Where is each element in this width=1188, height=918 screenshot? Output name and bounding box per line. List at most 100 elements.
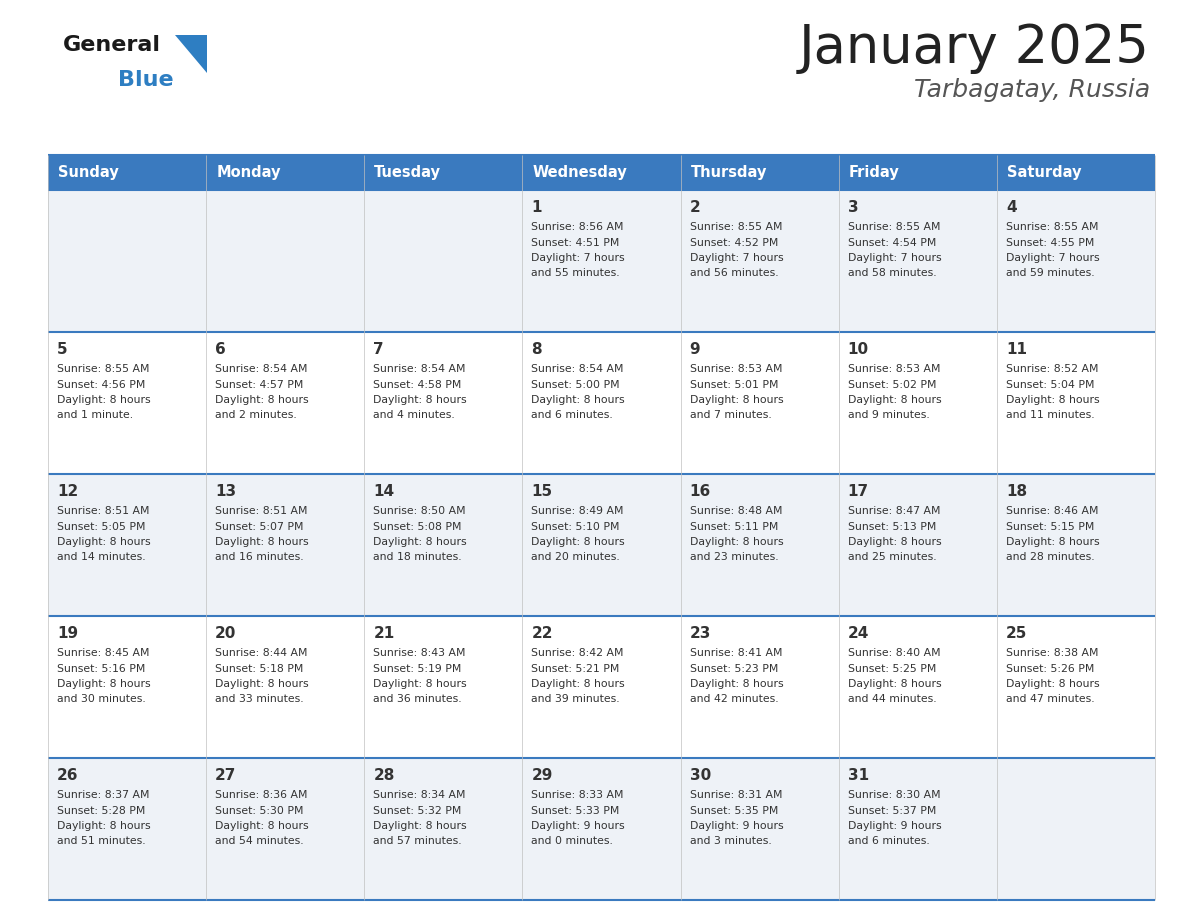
Text: Daylight: 8 hours: Daylight: 8 hours <box>689 537 783 547</box>
Bar <box>523 616 681 758</box>
Bar <box>839 474 997 616</box>
Text: Daylight: 9 hours: Daylight: 9 hours <box>848 821 941 831</box>
Bar <box>207 758 365 900</box>
Text: Daylight: 8 hours: Daylight: 8 hours <box>531 395 625 405</box>
Bar <box>207 474 365 616</box>
Text: Tarbagatay, Russia: Tarbagatay, Russia <box>914 78 1150 102</box>
Text: Sunset: 4:58 PM: Sunset: 4:58 PM <box>373 379 462 389</box>
Text: Sunrise: 8:54 AM: Sunrise: 8:54 AM <box>215 364 308 374</box>
Text: Sunset: 5:11 PM: Sunset: 5:11 PM <box>689 521 778 532</box>
Bar <box>207 332 365 474</box>
Bar <box>839 332 997 474</box>
Text: Daylight: 8 hours: Daylight: 8 hours <box>848 395 941 405</box>
Text: and 30 minutes.: and 30 minutes. <box>57 695 146 704</box>
Text: and 2 minutes.: and 2 minutes. <box>215 410 297 420</box>
Text: Sunrise: 8:43 AM: Sunrise: 8:43 AM <box>373 648 466 658</box>
Bar <box>681 758 839 900</box>
Text: Daylight: 8 hours: Daylight: 8 hours <box>531 537 625 547</box>
Text: Sunrise: 8:44 AM: Sunrise: 8:44 AM <box>215 648 308 658</box>
Text: 12: 12 <box>57 484 78 499</box>
Text: and 44 minutes.: and 44 minutes. <box>848 695 936 704</box>
Text: and 33 minutes.: and 33 minutes. <box>215 695 304 704</box>
Text: and 54 minutes.: and 54 minutes. <box>215 836 304 846</box>
Text: 24: 24 <box>848 626 870 641</box>
Text: 15: 15 <box>531 484 552 499</box>
Text: Sunset: 5:10 PM: Sunset: 5:10 PM <box>531 521 620 532</box>
Text: 16: 16 <box>689 484 710 499</box>
Bar <box>681 155 839 190</box>
Text: 3: 3 <box>848 200 859 215</box>
Bar <box>997 190 1155 332</box>
Text: Friday: Friday <box>848 165 899 180</box>
Text: Sunday: Sunday <box>58 165 119 180</box>
Text: 20: 20 <box>215 626 236 641</box>
Text: Sunrise: 8:37 AM: Sunrise: 8:37 AM <box>57 790 150 800</box>
Text: 2: 2 <box>689 200 700 215</box>
Text: Daylight: 8 hours: Daylight: 8 hours <box>848 679 941 689</box>
Text: and 28 minutes.: and 28 minutes. <box>1006 553 1094 563</box>
Text: 22: 22 <box>531 626 552 641</box>
Text: Daylight: 8 hours: Daylight: 8 hours <box>848 537 941 547</box>
Bar <box>207 616 365 758</box>
Text: Daylight: 8 hours: Daylight: 8 hours <box>373 821 467 831</box>
Text: Daylight: 8 hours: Daylight: 8 hours <box>215 679 309 689</box>
Text: Daylight: 8 hours: Daylight: 8 hours <box>57 679 151 689</box>
Text: and 59 minutes.: and 59 minutes. <box>1006 268 1094 278</box>
Bar <box>207 155 365 190</box>
Text: and 23 minutes.: and 23 minutes. <box>689 553 778 563</box>
Bar <box>681 190 839 332</box>
Text: 28: 28 <box>373 768 394 783</box>
Text: Monday: Monday <box>216 165 280 180</box>
Text: Daylight: 8 hours: Daylight: 8 hours <box>57 395 151 405</box>
Text: 5: 5 <box>57 342 68 357</box>
Text: 29: 29 <box>531 768 552 783</box>
Bar <box>365 616 523 758</box>
Text: 10: 10 <box>848 342 868 357</box>
Text: 14: 14 <box>373 484 394 499</box>
Text: Sunrise: 8:34 AM: Sunrise: 8:34 AM <box>373 790 466 800</box>
Bar <box>48 474 207 616</box>
Text: Daylight: 8 hours: Daylight: 8 hours <box>373 395 467 405</box>
Text: and 42 minutes.: and 42 minutes. <box>689 695 778 704</box>
Text: Sunrise: 8:51 AM: Sunrise: 8:51 AM <box>215 506 308 516</box>
Text: 9: 9 <box>689 342 700 357</box>
Bar <box>997 758 1155 900</box>
Text: Sunrise: 8:51 AM: Sunrise: 8:51 AM <box>57 506 150 516</box>
Text: Sunrise: 8:52 AM: Sunrise: 8:52 AM <box>1006 364 1099 374</box>
Text: Sunrise: 8:54 AM: Sunrise: 8:54 AM <box>373 364 466 374</box>
Text: Sunset: 5:01 PM: Sunset: 5:01 PM <box>689 379 778 389</box>
Text: Sunset: 5:32 PM: Sunset: 5:32 PM <box>373 805 462 815</box>
Text: Daylight: 9 hours: Daylight: 9 hours <box>689 821 783 831</box>
Text: Daylight: 8 hours: Daylight: 8 hours <box>689 395 783 405</box>
Text: Daylight: 8 hours: Daylight: 8 hours <box>57 821 151 831</box>
Text: Sunset: 5:16 PM: Sunset: 5:16 PM <box>57 664 145 674</box>
Text: 18: 18 <box>1006 484 1026 499</box>
Text: Sunset: 5:28 PM: Sunset: 5:28 PM <box>57 805 145 815</box>
Text: Wednesday: Wednesday <box>532 165 627 180</box>
Bar <box>997 474 1155 616</box>
Text: and 55 minutes.: and 55 minutes. <box>531 268 620 278</box>
Text: 13: 13 <box>215 484 236 499</box>
Text: 23: 23 <box>689 626 710 641</box>
Text: and 18 minutes.: and 18 minutes. <box>373 553 462 563</box>
Bar <box>523 155 681 190</box>
Bar <box>48 332 207 474</box>
Text: Sunset: 5:02 PM: Sunset: 5:02 PM <box>848 379 936 389</box>
Text: 21: 21 <box>373 626 394 641</box>
Text: Sunrise: 8:54 AM: Sunrise: 8:54 AM <box>531 364 624 374</box>
Text: Daylight: 8 hours: Daylight: 8 hours <box>373 679 467 689</box>
Text: 11: 11 <box>1006 342 1026 357</box>
Bar <box>997 332 1155 474</box>
Text: Daylight: 7 hours: Daylight: 7 hours <box>531 253 625 263</box>
Bar <box>365 332 523 474</box>
Bar <box>523 758 681 900</box>
Text: and 7 minutes.: and 7 minutes. <box>689 410 771 420</box>
Bar <box>997 616 1155 758</box>
Text: Sunset: 5:04 PM: Sunset: 5:04 PM <box>1006 379 1094 389</box>
Text: and 14 minutes.: and 14 minutes. <box>57 553 146 563</box>
Text: Daylight: 8 hours: Daylight: 8 hours <box>215 537 309 547</box>
Text: Thursday: Thursday <box>690 165 767 180</box>
Bar <box>681 332 839 474</box>
Text: and 51 minutes.: and 51 minutes. <box>57 836 146 846</box>
Text: Sunrise: 8:55 AM: Sunrise: 8:55 AM <box>689 222 782 232</box>
